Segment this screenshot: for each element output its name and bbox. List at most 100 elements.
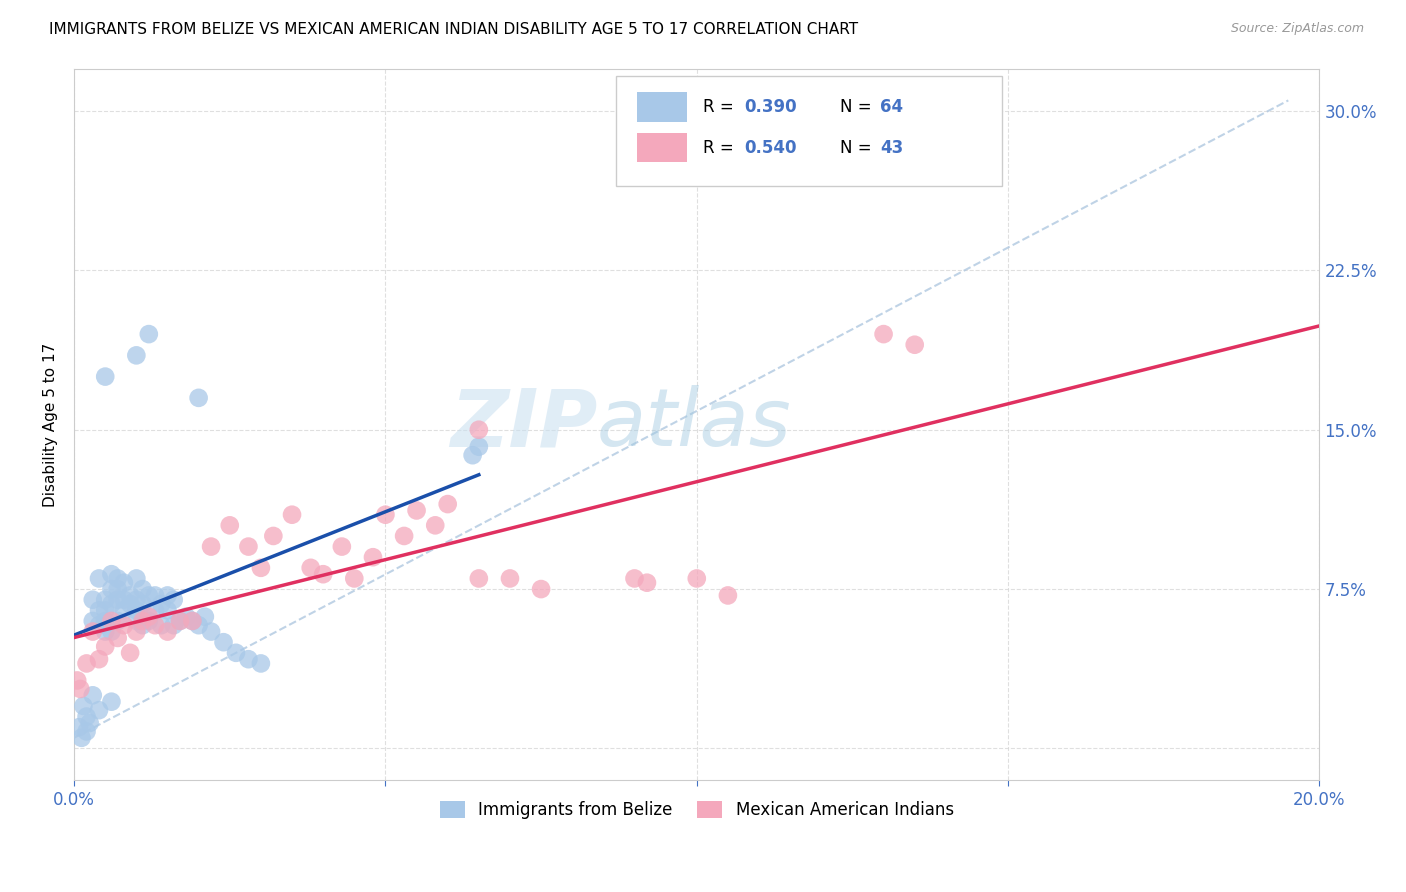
- Text: ZIP: ZIP: [450, 385, 598, 464]
- Text: Source: ZipAtlas.com: Source: ZipAtlas.com: [1230, 22, 1364, 36]
- FancyBboxPatch shape: [616, 76, 1002, 186]
- Y-axis label: Disability Age 5 to 17: Disability Age 5 to 17: [44, 343, 58, 507]
- Point: [107, 592, 129, 607]
- Point: [299, 561, 322, 575]
- Point: [120, 646, 142, 660]
- Point: [100, 624, 122, 639]
- Point: [405, 503, 427, 517]
- Point: [125, 614, 148, 628]
- Point: [138, 614, 160, 628]
- Point: [181, 614, 204, 628]
- Point: [94, 592, 117, 607]
- Point: [468, 440, 491, 454]
- Point: [125, 603, 148, 617]
- Point: [87, 618, 110, 632]
- Point: [120, 597, 142, 611]
- Point: [187, 618, 209, 632]
- Point: [156, 589, 179, 603]
- Text: N =: N =: [839, 138, 877, 156]
- Point: [281, 508, 304, 522]
- Point: [181, 614, 204, 628]
- Point: [100, 567, 122, 582]
- Point: [120, 589, 142, 603]
- Text: 64: 64: [880, 98, 903, 116]
- Point: [904, 337, 927, 351]
- Point: [169, 614, 191, 628]
- Point: [125, 624, 148, 639]
- Point: [238, 652, 260, 666]
- Point: [69, 681, 91, 696]
- Point: [468, 571, 491, 585]
- Point: [392, 529, 415, 543]
- Text: 0.390: 0.390: [744, 98, 797, 116]
- Text: 43: 43: [880, 138, 903, 156]
- Point: [107, 571, 129, 585]
- Point: [156, 603, 179, 617]
- Text: IMMIGRANTS FROM BELIZE VS MEXICAN AMERICAN INDIAN DISABILITY AGE 5 TO 17 CORRELA: IMMIGRANTS FROM BELIZE VS MEXICAN AMERIC…: [49, 22, 858, 37]
- Point: [131, 582, 153, 596]
- Point: [143, 589, 166, 603]
- Point: [138, 589, 160, 603]
- Point: [312, 567, 335, 582]
- Point: [374, 508, 396, 522]
- Point: [112, 592, 135, 607]
- Point: [76, 709, 98, 723]
- Point: [87, 652, 110, 666]
- Point: [100, 695, 122, 709]
- Point: [262, 529, 284, 543]
- Point: [82, 688, 104, 702]
- Bar: [637, 133, 686, 162]
- Point: [94, 640, 117, 654]
- Point: [112, 618, 135, 632]
- Point: [138, 609, 160, 624]
- Point: [686, 571, 709, 585]
- Bar: [637, 92, 686, 122]
- Point: [238, 540, 260, 554]
- Text: 0.540: 0.540: [744, 138, 797, 156]
- Point: [623, 571, 645, 585]
- Legend: Immigrants from Belize, Mexican American Indians: Immigrants from Belize, Mexican American…: [433, 794, 960, 825]
- Point: [717, 589, 740, 603]
- Point: [94, 624, 117, 639]
- Point: [67, 720, 90, 734]
- Point: [82, 592, 104, 607]
- Point: [212, 635, 235, 649]
- Point: [361, 550, 384, 565]
- Point: [225, 646, 247, 660]
- Point: [70, 731, 93, 745]
- Point: [76, 657, 98, 671]
- Point: [499, 571, 522, 585]
- Point: [163, 592, 186, 607]
- Point: [150, 597, 173, 611]
- Point: [94, 603, 117, 617]
- Point: [125, 571, 148, 585]
- Text: N =: N =: [839, 98, 877, 116]
- Point: [156, 624, 179, 639]
- Point: [143, 618, 166, 632]
- Text: R =: R =: [703, 98, 740, 116]
- Point: [468, 423, 491, 437]
- Point: [112, 603, 135, 617]
- Point: [131, 614, 153, 628]
- Point: [343, 571, 366, 585]
- Point: [87, 703, 110, 717]
- Point: [112, 575, 135, 590]
- Point: [82, 624, 104, 639]
- Point: [636, 575, 658, 590]
- Point: [87, 603, 110, 617]
- Point: [76, 724, 98, 739]
- Point: [100, 614, 122, 628]
- Point: [125, 592, 148, 607]
- Point: [94, 369, 117, 384]
- Point: [100, 582, 122, 596]
- Point: [107, 631, 129, 645]
- Point: [131, 618, 153, 632]
- Point: [87, 571, 110, 585]
- Point: [194, 609, 217, 624]
- Point: [250, 561, 273, 575]
- Point: [425, 518, 447, 533]
- Point: [79, 715, 101, 730]
- Point: [143, 603, 166, 617]
- Point: [72, 698, 94, 713]
- Point: [131, 597, 153, 611]
